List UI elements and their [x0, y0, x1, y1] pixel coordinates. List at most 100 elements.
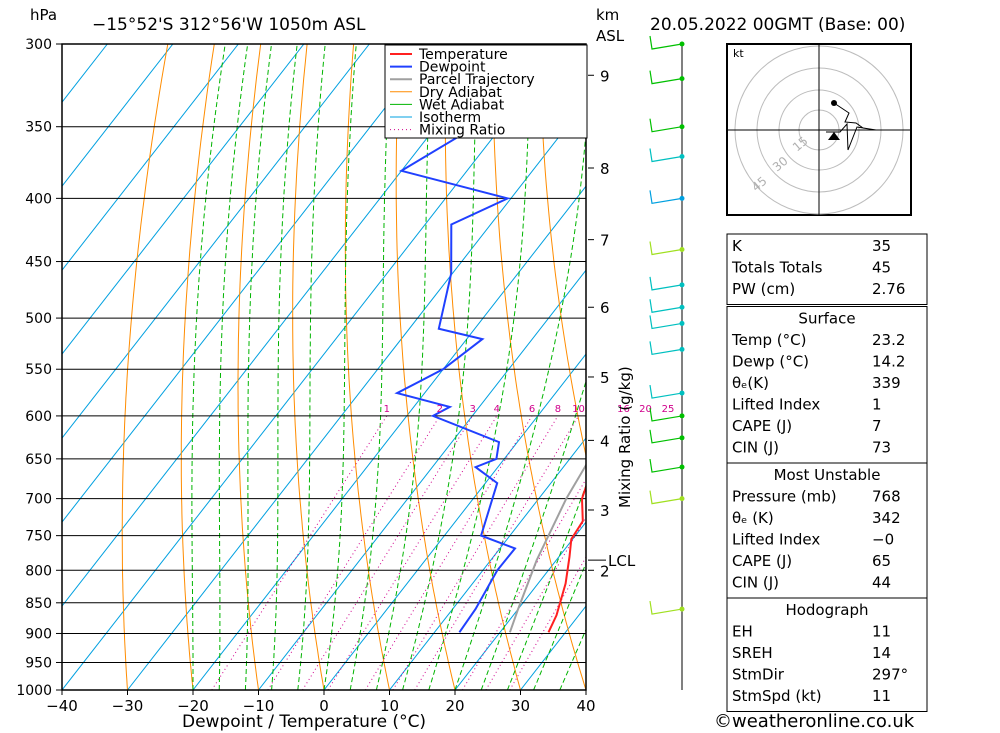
pressure-axis: 300 350 400 450 500 550 600 650 700 750 800 850 900 9… — [16, 37, 62, 699]
mixing-ratio-line — [302, 415, 474, 690]
wind-barb — [649, 407, 683, 422]
table-row-label: θₑ(K) — [732, 374, 769, 392]
wet-adiabat-line — [218, 44, 249, 690]
temperature-tick-label: −30 — [112, 697, 144, 715]
pressure-tick-label: 600 — [25, 409, 52, 425]
wet-adiabat-line — [402, 44, 478, 690]
isotherm-line — [62, 44, 436, 523]
mixing-ratio-line — [364, 415, 533, 690]
legend-label: Dry Adiabat — [419, 85, 502, 101]
mixing-ratio-line — [267, 415, 441, 690]
legend-label: Wet Adiabat — [419, 97, 505, 113]
dry-adiabat-line — [538, 44, 586, 459]
wet-adiabat-line — [323, 44, 357, 690]
dry-adiabat-line — [292, 44, 325, 690]
wet-adiabat-line — [244, 44, 272, 690]
temperature-tick-label: 10 — [380, 697, 399, 715]
mixing-ratio-label: 10 — [572, 404, 585, 415]
hodograph-start-dot — [831, 100, 837, 106]
table-block — [726, 306, 928, 464]
wet-adiabat-line — [191, 44, 226, 690]
pressure-tick-label: 900 — [25, 626, 52, 642]
isotherm-line — [258, 269, 586, 690]
wind-barb — [649, 241, 683, 256]
wind-barb — [649, 118, 683, 133]
table-row-value: 45 — [872, 259, 891, 277]
table-row-label: StmDir — [732, 666, 785, 684]
table-row-value: 297° — [872, 666, 908, 684]
mixing-ratio-label: 8 — [555, 404, 561, 415]
pressure-tick-label: 800 — [25, 563, 52, 579]
table-row-label: CAPE (J) — [732, 417, 792, 435]
temperature-tick-label: −20 — [177, 697, 209, 715]
table-block — [726, 233, 928, 305]
mixing-ratio-label: 3 — [469, 404, 475, 415]
km-tick-label: 2 — [600, 562, 610, 580]
table-block — [726, 462, 928, 599]
table-row-value: 2.76 — [872, 280, 905, 298]
most-unstable-table-title: Most Unstable — [774, 466, 881, 484]
table-row-label: StmSpd (kt) — [732, 687, 822, 705]
mixing-ratio-labels: 1 2 3 4 6 8 10 16 20 25 — [384, 404, 675, 415]
mixing-ratio-label: 2 — [437, 404, 443, 415]
pressure-tick-label: 350 — [25, 120, 52, 136]
copyright-footer: ©weatheronline.co.uk — [714, 711, 915, 732]
wind-barb — [649, 148, 683, 163]
wet-adiabat-line — [428, 44, 532, 690]
dry-adiabat-line — [121, 44, 169, 690]
legend-label: Temperature — [418, 47, 508, 63]
mixing-ratio-axis-title: Mixing Ratio (g/kg) — [616, 366, 634, 508]
km-tick-label: 9 — [600, 67, 610, 85]
km-tick-label: 3 — [600, 502, 610, 520]
dry-adiabat-line — [237, 44, 262, 690]
datetime-label: 20.05.2022 00GMT (Base: 00) — [650, 15, 905, 35]
hodograph-trace — [826, 102, 877, 151]
hodograph-table-title: Hodograph — [785, 601, 868, 619]
table-row-value: 339 — [872, 374, 901, 392]
pressure-tick-label: 400 — [25, 191, 52, 207]
table-row-value: 342 — [872, 509, 901, 527]
pressure-tick-label: 1000 — [16, 683, 52, 699]
table-row-value: 7 — [872, 417, 882, 435]
dewpoint-line — [394, 44, 586, 633]
temperature-tick-label: 0 — [319, 697, 329, 715]
parcel-trajectory-line — [508, 463, 586, 633]
km-tick-label: 5 — [600, 369, 610, 387]
pressure-unit-label: hPa — [30, 6, 57, 24]
mixing-ratio-label: 25 — [662, 404, 675, 415]
table-row-value: 44 — [872, 574, 891, 592]
legend-label: Mixing Ratio — [419, 123, 505, 139]
table-row-label: Totals Totals — [731, 259, 823, 277]
wind-barb — [649, 299, 683, 313]
mixing-ratio-label: 4 — [494, 404, 500, 415]
hodograph-unit-label: kt — [733, 47, 744, 60]
mixing-ratio-label: 20 — [639, 404, 652, 415]
dry-adiabat-line — [957, 44, 1000, 690]
isotherm-line — [62, 44, 305, 355]
table-row-label: Lifted Index — [732, 531, 820, 549]
table-row-value: 23.2 — [872, 331, 905, 349]
mixing-ratio-line — [392, 415, 559, 690]
isotherm-line — [62, 44, 239, 271]
table-row-label: EH — [732, 623, 753, 641]
isotherm-line — [62, 44, 174, 187]
table-row-label: Dewp (°C) — [732, 353, 809, 371]
pressure-tick-label: 450 — [25, 255, 52, 271]
km-tick-label: 7 — [600, 232, 610, 250]
wet-adiabat-line — [533, 561, 586, 690]
table-row-value: 768 — [872, 488, 901, 506]
pressure-tick-label: 850 — [25, 596, 52, 612]
temperature-tick-label: 30 — [511, 697, 530, 715]
table-row-label: Temp (°C) — [731, 331, 806, 349]
wind-barb — [649, 429, 683, 444]
temperature-tick-label: −10 — [243, 697, 275, 715]
km-tick-label: 6 — [600, 299, 610, 317]
lcl-label: LCL — [608, 552, 636, 570]
table-row-value: 11 — [872, 623, 891, 641]
mixing-ratio-label: 16 — [617, 404, 630, 415]
table-row-label: PW (cm) — [732, 280, 795, 298]
background-lines — [62, 44, 1000, 690]
